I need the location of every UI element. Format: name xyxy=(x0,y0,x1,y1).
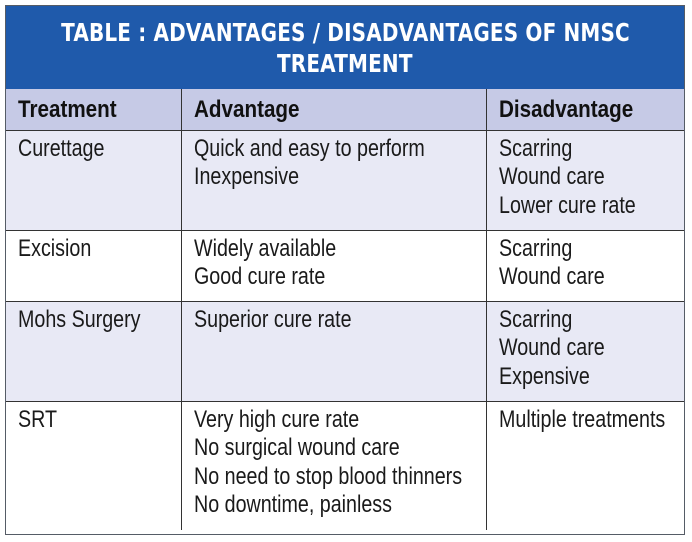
header-advantage: Advantage xyxy=(180,89,487,131)
advantage-item: Quick and easy to perform xyxy=(193,135,425,162)
nmsc-table-figure: TABLE : ADVANTAGES / DISADVANTAGES OF NM… xyxy=(5,5,685,535)
disadvantage-item: Lower cure rate xyxy=(498,191,636,219)
table-row: Excision Widely available Good cure rate… xyxy=(6,230,684,302)
disadvantage-item: Wound care xyxy=(498,163,605,191)
header-treatment-label: Treatment xyxy=(18,95,117,123)
disadvantage-item: Scarring xyxy=(498,306,572,333)
treatment-comparison-table: Treatment Advantage Disadvantage Curetta… xyxy=(6,89,684,530)
disadvantage-cell: Scarring Wound care xyxy=(485,230,684,302)
table-title-bar: TABLE : ADVANTAGES / DISADVANTAGES OF NM… xyxy=(6,6,684,89)
disadvantage-cell: Scarring Wound care Lower cure rate xyxy=(485,130,684,231)
disadvantage-item: Scarring xyxy=(498,135,572,162)
disadvantage-item: Multiple treatments xyxy=(498,406,665,433)
treatment-name: Excision xyxy=(18,235,92,262)
advantage-cell: Quick and easy to perform Inexpensive xyxy=(180,130,487,231)
disadvantage-item: Wound care xyxy=(498,263,605,291)
advantage-item: Superior cure rate xyxy=(193,306,352,333)
disadvantage-cell: Multiple treatments xyxy=(485,401,684,530)
header-treatment: Treatment xyxy=(6,89,182,131)
advantage-item: Widely available xyxy=(193,235,336,262)
header-disadvantage: Disadvantage xyxy=(485,89,684,131)
treatment-cell: Curettage xyxy=(6,130,182,231)
advantage-cell: Very high cure rate No surgical wound ca… xyxy=(180,401,487,530)
table-row: Mohs Surgery Superior cure rate Scarring… xyxy=(6,301,684,402)
treatment-name: Mohs Surgery xyxy=(18,306,141,333)
disadvantage-cell: Scarring Wound care Expensive xyxy=(485,301,684,402)
table-header-row: Treatment Advantage Disadvantage xyxy=(6,89,684,131)
advantage-item: No surgical wound care xyxy=(193,434,400,462)
advantage-cell: Widely available Good cure rate xyxy=(180,230,487,302)
table-title-line-2: TREATMENT xyxy=(277,48,413,78)
advantage-item: No downtime, painless xyxy=(193,490,392,518)
table-row: Curettage Quick and easy to perform Inex… xyxy=(6,130,684,231)
table-title-line-1: TABLE : ADVANTAGES / DISADVANTAGES OF NM… xyxy=(60,17,630,47)
treatment-name: SRT xyxy=(18,406,58,433)
disadvantage-item: Scarring xyxy=(498,235,572,262)
treatment-cell: SRT xyxy=(6,401,182,530)
header-disadvantage-label: Disadvantage xyxy=(498,95,633,123)
disadvantage-item: Wound care xyxy=(498,334,605,362)
treatment-cell: Mohs Surgery xyxy=(6,301,182,402)
disadvantage-item: Expensive xyxy=(498,362,590,390)
advantage-item: Inexpensive xyxy=(193,163,299,191)
table-row: SRT Very high cure rate No surgical woun… xyxy=(6,401,684,530)
treatment-cell: Excision xyxy=(6,230,182,302)
header-advantage-label: Advantage xyxy=(193,95,300,123)
advantage-item: Very high cure rate xyxy=(193,406,359,433)
advantage-item: No need to stop blood thinners xyxy=(193,462,462,490)
advantage-item: Good cure rate xyxy=(193,263,325,291)
treatment-name: Curettage xyxy=(18,135,105,162)
advantage-cell: Superior cure rate xyxy=(180,301,487,402)
